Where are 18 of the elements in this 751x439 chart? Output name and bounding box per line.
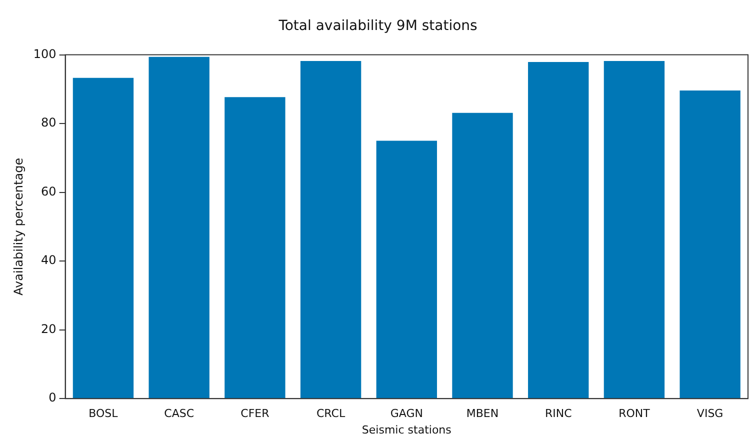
x-tick-label: VISG [696,407,724,420]
x-tick-label: CASC [164,407,194,420]
x-tick-label: RINC [544,407,572,420]
x-axis-title: Seismic stations [362,423,452,436]
x-tick-label: RONT [618,407,650,420]
x-tick-label: BOSL [88,407,119,420]
y-tick-label: 0 [48,390,56,405]
y-axis-title: Availability percentage [11,158,26,296]
x-tick-label: CRCL [316,407,346,420]
y-tick-label: 60 [41,184,56,198]
x-tick-label: GAGN [390,407,423,420]
x-tick-label: CFER [240,407,270,420]
y-tick-label: 100 [33,46,56,61]
chart-title: Total availability 9M stations [278,18,478,34]
y-tick-label: 20 [41,322,56,336]
x-tick-label: MBEN [466,407,499,420]
y-tick-label: 40 [41,253,56,268]
y-tick-label: 80 [41,116,56,130]
